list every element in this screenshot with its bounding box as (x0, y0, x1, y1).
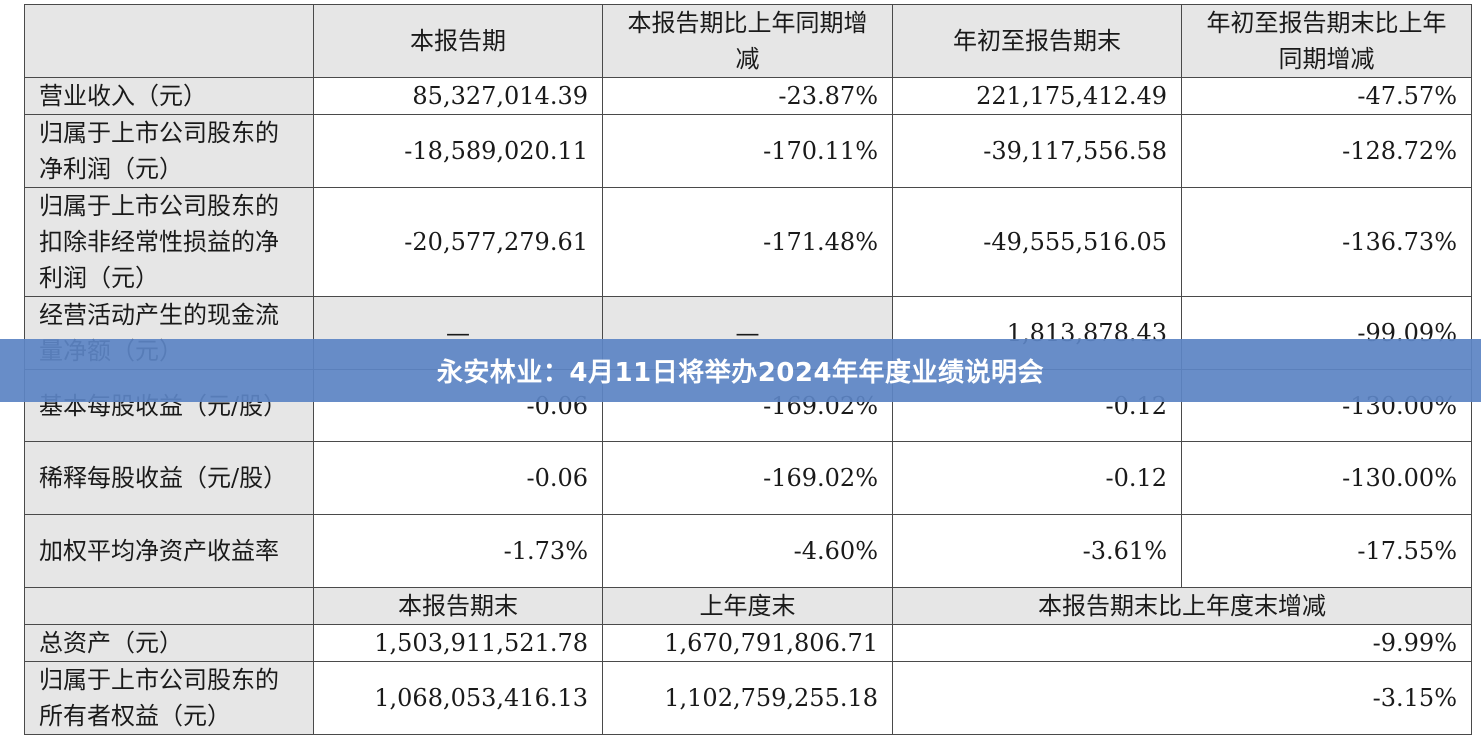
header-blank-cell (24, 587, 314, 625)
cell-value: 85,327,014.39 (313, 77, 603, 115)
header-yoy-change: 本报告期比上年同期增减 (602, 4, 893, 78)
cell-value: -169.02% (602, 441, 893, 515)
table-row: 归属于上市公司股东的所有者权益（元） 1,068,053,416.13 1,10… (24, 661, 1472, 735)
cell-value: -39,117,556.58 (892, 114, 1182, 188)
header-blank-cell (24, 4, 314, 78)
table-row: 总资产（元） 1,503,911,521.78 1,670,791,806.71… (24, 624, 1472, 662)
header-ytd-yoy-change: 年初至报告期末比上年同期增减 (1181, 4, 1472, 78)
table-header-row: 本报告期 本报告期比上年同期增减 年初至报告期末 年初至报告期末比上年同期增减 (24, 4, 1472, 78)
row-label: 加权平均净资产收益率 (24, 514, 314, 588)
cell-value: -3.61% (892, 514, 1182, 588)
table-row: 归属于上市公司股东的扣除非经常性损益的净利润（元） -20,577,279.61… (24, 187, 1472, 297)
cell-value: -20,577,279.61 (313, 187, 603, 297)
table-row: 归属于上市公司股东的净利润（元） -18,589,020.11 -170.11%… (24, 114, 1472, 188)
header-current-period: 本报告期 (313, 4, 603, 78)
cell-value: -18,589,020.11 (313, 114, 603, 188)
table-row: 营业收入（元） 85,327,014.39 -23.87% 221,175,41… (24, 77, 1472, 115)
financial-table: 本报告期 本报告期比上年同期增减 年初至报告期末 年初至报告期末比上年同期增减 … (24, 4, 1472, 735)
row-label: 稀释每股收益（元/股） (24, 441, 314, 515)
cell-value: -4.60% (602, 514, 893, 588)
header-last-year-end: 上年度末 (602, 587, 893, 625)
headline-title: 永安林业：4月11日将举办2024年年度业绩说明会 (436, 358, 1045, 388)
cell-value: -23.87% (602, 77, 893, 115)
cell-value: 1,068,053,416.13 (313, 661, 603, 735)
cell-value: -1.73% (313, 514, 603, 588)
cell-value: 221,175,412.49 (892, 77, 1182, 115)
cell-value: 1,102,759,255.18 (602, 661, 893, 735)
row-label: 归属于上市公司股东的扣除非经常性损益的净利润（元） (24, 187, 314, 297)
cell-value: -49,555,516.05 (892, 187, 1182, 297)
table-row: 加权平均净资产收益率 -1.73% -4.60% -3.61% -17.55% (24, 514, 1472, 588)
cell-value: -130.00% (1181, 441, 1472, 515)
row-label: 归属于上市公司股东的净利润（元） (24, 114, 314, 188)
cell-value: -128.72% (1181, 114, 1472, 188)
table-row: 稀释每股收益（元/股） -0.06 -169.02% -0.12 -130.00… (24, 441, 1472, 515)
cell-value: -170.11% (602, 114, 893, 188)
header-change-vs-last-year-end: 本报告期末比上年度末增减 (892, 587, 1472, 625)
cell-value: -171.48% (602, 187, 893, 297)
cell-value: -136.73% (1181, 187, 1472, 297)
cell-value: 1,503,911,521.78 (313, 624, 603, 662)
cell-value: -0.06 (313, 441, 603, 515)
cell-value: 1,670,791,806.71 (602, 624, 893, 662)
cell-value: -0.12 (892, 441, 1182, 515)
headline-banner: 永安林业：4月11日将举办2024年年度业绩说明会 (0, 339, 1481, 402)
row-label: 总资产（元） (24, 624, 314, 662)
cell-value: -47.57% (1181, 77, 1472, 115)
row-label: 营业收入（元） (24, 77, 314, 115)
header-period-end: 本报告期末 (313, 587, 603, 625)
table-subheader-row: 本报告期末 上年度末 本报告期末比上年度末增减 (24, 587, 1472, 625)
cell-value: -17.55% (1181, 514, 1472, 588)
cell-value: -9.99% (892, 624, 1472, 662)
row-label: 归属于上市公司股东的所有者权益（元） (24, 661, 314, 735)
header-ytd: 年初至报告期末 (892, 4, 1182, 78)
cell-value: -3.15% (892, 661, 1472, 735)
